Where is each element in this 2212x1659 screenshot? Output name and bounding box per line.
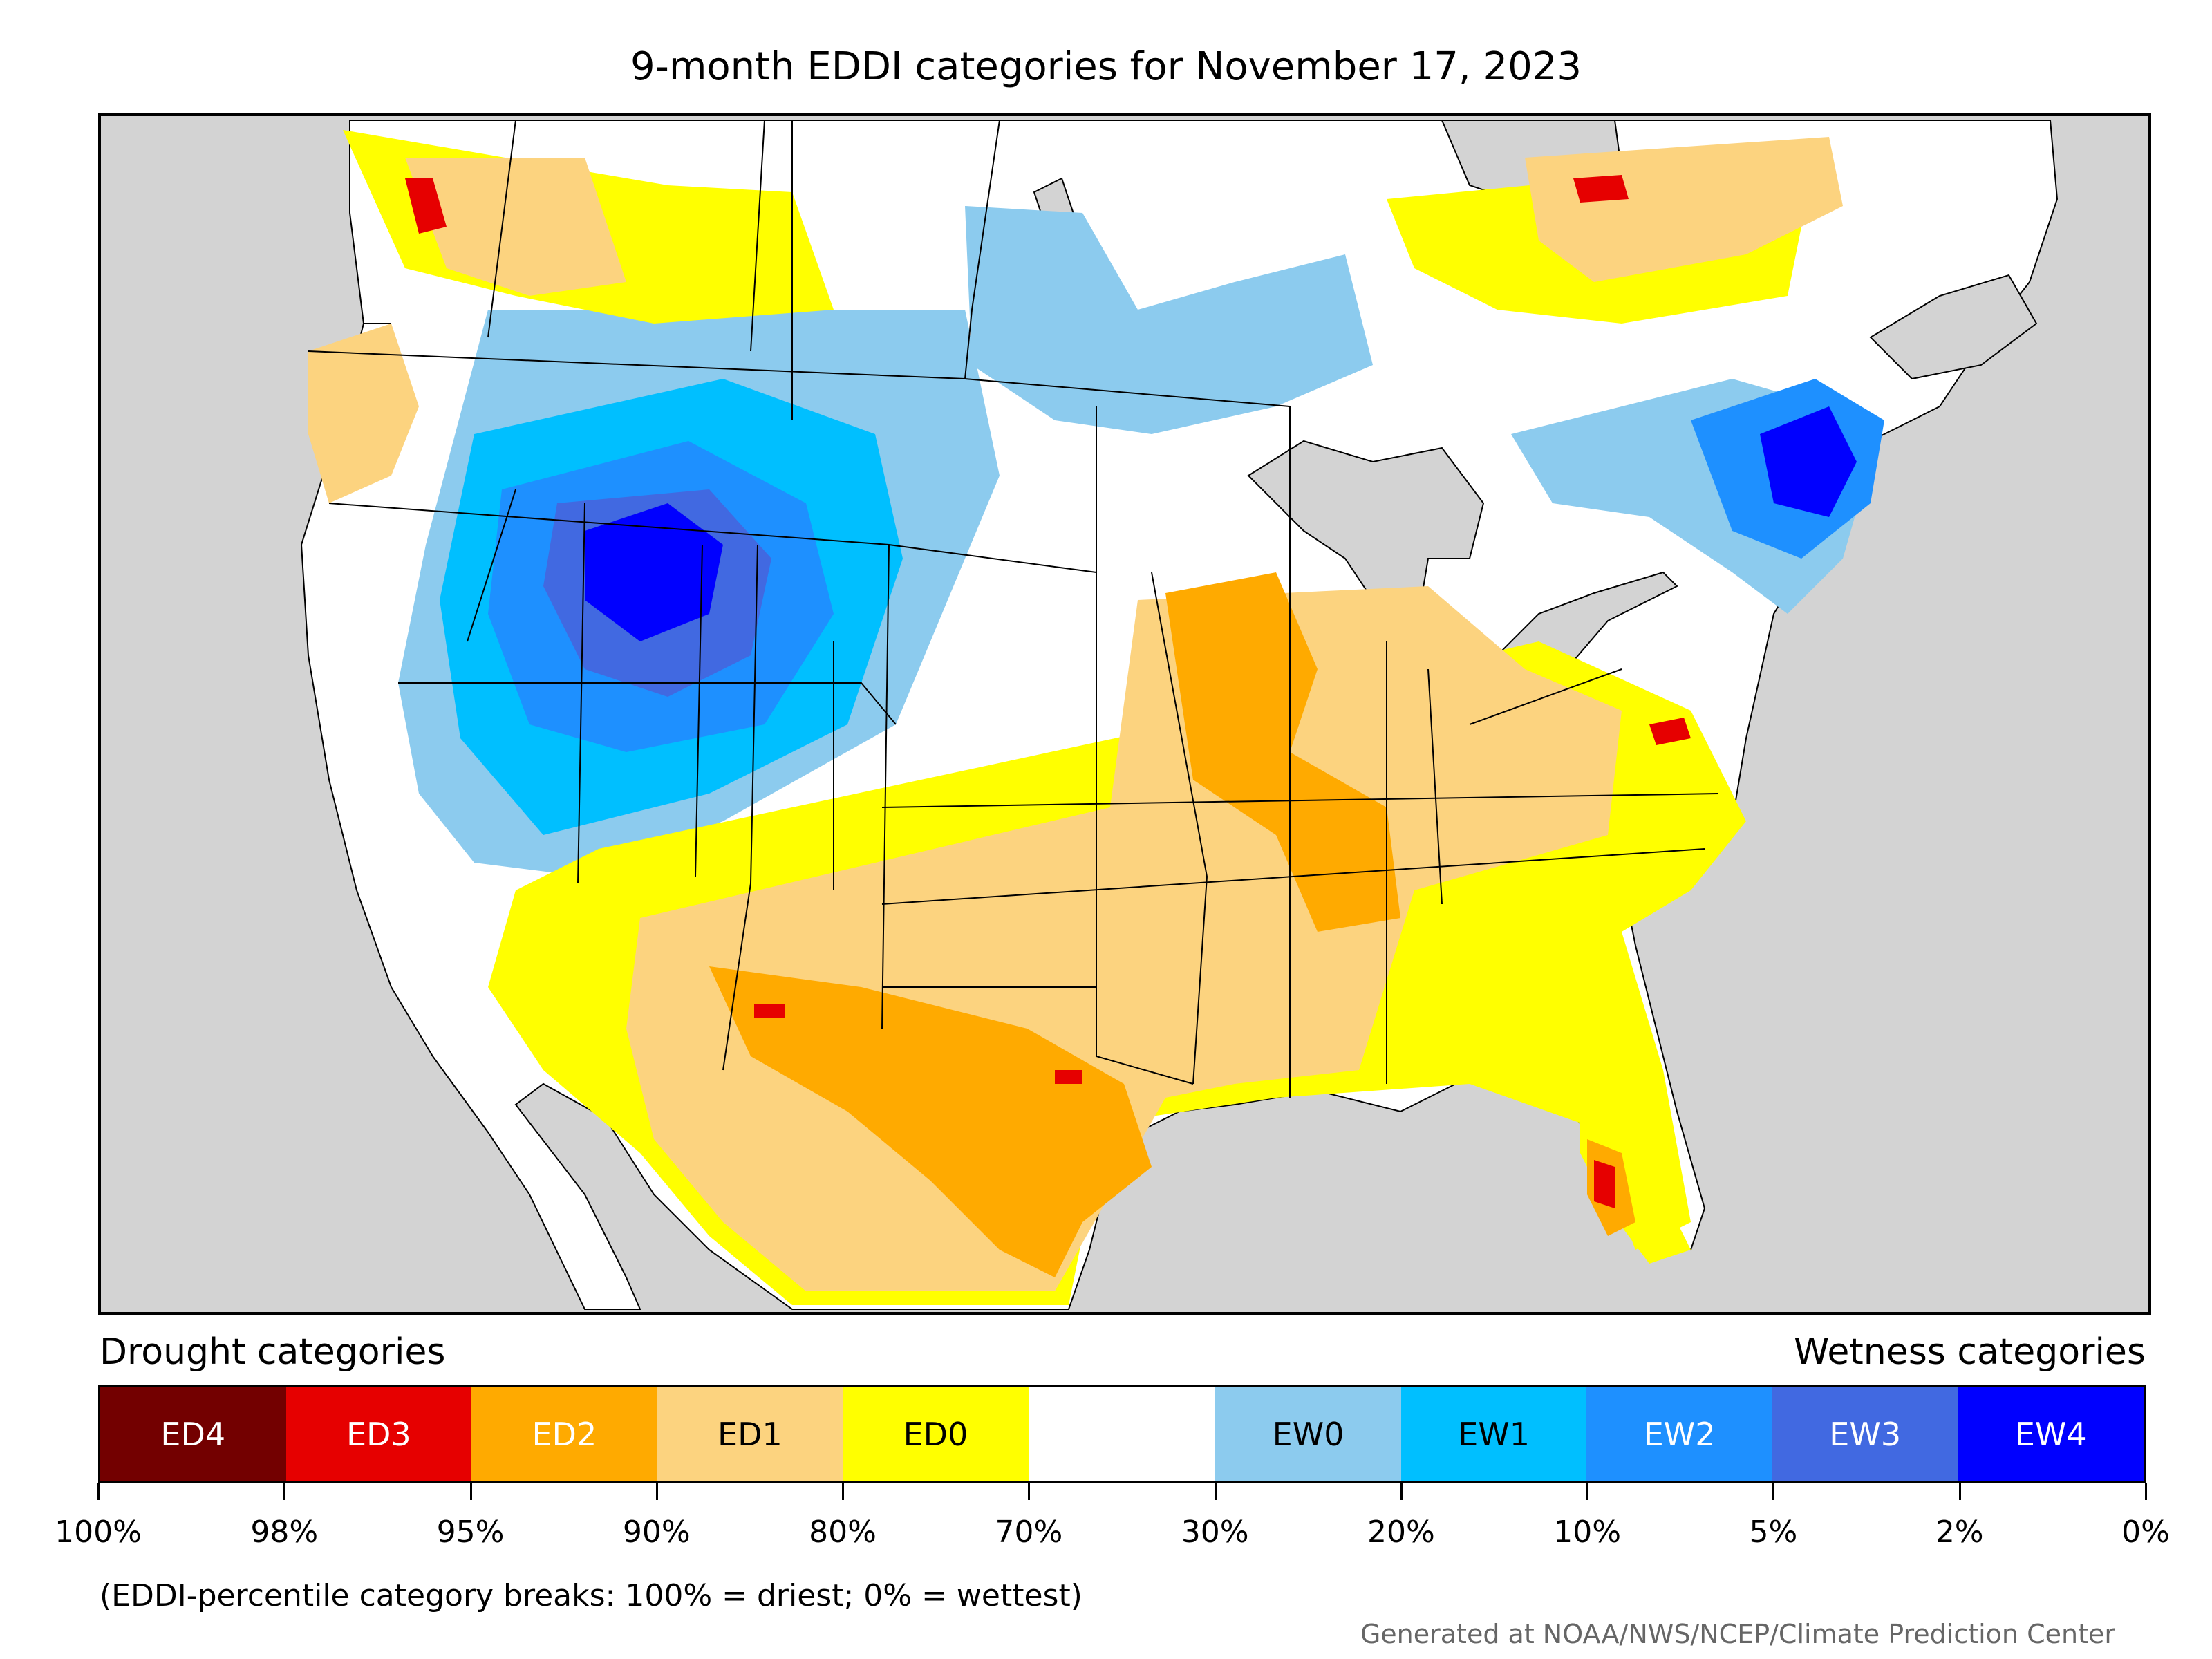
colorbar-tick-label: 100% — [55, 1515, 142, 1550]
colorbar-tick-label: 30% — [1181, 1515, 1249, 1550]
gulf-st-lawrence — [1869, 274, 2038, 380]
colorbar-tick-label: 80% — [809, 1515, 877, 1550]
map-panel — [98, 113, 2151, 1315]
dry-ed1-pacific-coast — [308, 324, 419, 503]
great-lakes — [1247, 440, 1485, 671]
legend-swatch-ew3: EW3 — [1772, 1387, 1958, 1481]
colorbar-tick — [283, 1483, 286, 1500]
credit-line: Generated at NOAA/NWS/NCEP/Climate Predi… — [1360, 1619, 2115, 1649]
dry-ed1-ontario-north — [1525, 137, 1843, 282]
wetness-categories-heading: Wetness categories — [1794, 1331, 2146, 1373]
wet-ew4-quebec — [1760, 406, 1857, 517]
colorbar-tick — [1028, 1483, 1031, 1500]
dry-ed1-bc — [405, 158, 626, 296]
state-boundaries — [308, 120, 1719, 1098]
colorbar-tick-label: 5% — [1749, 1515, 1798, 1550]
dry-ed2-texas — [709, 966, 1152, 1277]
dry-ed3-spot-washington — [405, 178, 447, 234]
dry-ed3-spot-ontario — [1573, 175, 1629, 203]
category-note: (EDDI-percentile category breaks: 100% =… — [100, 1578, 1082, 1613]
legend-swatch-ew1: EW1 — [1400, 1387, 1587, 1481]
colorbar-tick — [2145, 1483, 2147, 1500]
drought-categories-heading: Drought categories — [100, 1331, 446, 1373]
legend-swatch-ew0: EW0 — [1215, 1387, 1401, 1481]
category-colorbar: ED4 ED3 ED2 ED1 ED0 EW0 EW1 EW2 EW3 EW4 — [98, 1385, 2146, 1483]
dry-ed3-spot-texas — [1055, 1070, 1082, 1084]
dry-ed3-spot-virginia — [1649, 718, 1691, 745]
legend-swatch-ed2: ED2 — [471, 1387, 657, 1481]
legend-swatch-ew4: EW4 — [1958, 1387, 2144, 1481]
colorbar-tick — [1214, 1483, 1217, 1500]
colorbar-tick — [1958, 1483, 1961, 1500]
colorbar-tick-label: 0% — [2121, 1515, 2170, 1550]
colorbar-tick-label: 20% — [1367, 1515, 1435, 1550]
colorbar-tick-label: 90% — [622, 1515, 691, 1550]
dry-ed2-midwest — [1165, 572, 1400, 932]
colorbar-tick-label: 70% — [995, 1515, 1063, 1550]
colorbar-tick — [1772, 1483, 1775, 1500]
colorbar-tick — [1400, 1483, 1403, 1500]
colorbar-tick-label: 98% — [250, 1515, 319, 1550]
colorbar-tick — [97, 1483, 100, 1500]
legend-swatch-ed3: ED3 — [285, 1387, 472, 1481]
dry-ed3-spot-newmexico — [754, 1004, 785, 1018]
legend-swatch-normal — [1028, 1387, 1216, 1481]
legend-swatch-ed4: ED4 — [100, 1387, 286, 1481]
colorbar-tick — [1586, 1483, 1589, 1500]
colorbar-tick — [842, 1483, 845, 1500]
colorbar-tick-label: 95% — [436, 1515, 505, 1550]
wet-ew4-idaho — [585, 503, 723, 641]
colorbar-ticks — [97, 1483, 2147, 1511]
dry-ed3-spot-florida — [1594, 1160, 1615, 1208]
wet-ew0-canada-prairie — [965, 206, 1373, 434]
legend-swatch-ed0: ED0 — [843, 1387, 1029, 1481]
colorbar-tick — [469, 1483, 472, 1500]
colorbar-tick-label: 10% — [1553, 1515, 1622, 1550]
legend-swatch-ed1: ED1 — [657, 1387, 843, 1481]
eddi-map — [300, 120, 2059, 1310]
colorbar-tick-label: 2% — [1935, 1515, 1984, 1550]
map-title: 9-month EDDI categories for November 17,… — [630, 44, 1582, 89]
legend-swatch-ew2: EW2 — [1586, 1387, 1772, 1481]
colorbar-tick — [655, 1483, 658, 1500]
